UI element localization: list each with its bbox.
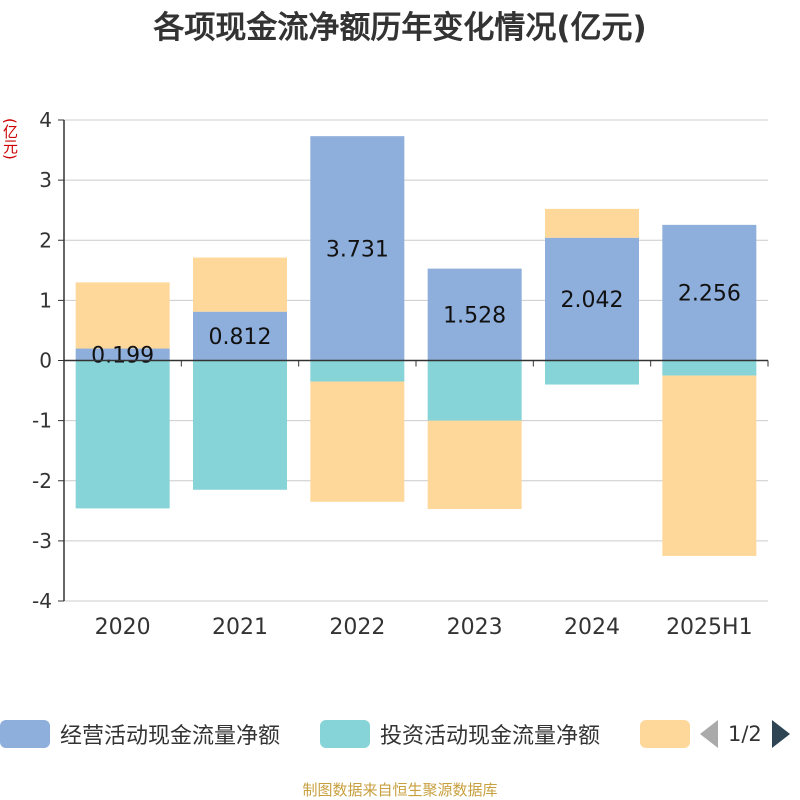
x-tick-label: 2023 [447, 615, 503, 640]
y-axis-unit: (亿元) [1, 118, 19, 160]
legend-item-financing[interactable] [640, 716, 700, 752]
y-tick-label: 4 [39, 108, 52, 132]
x-tick-label: 2025H1 [666, 615, 753, 640]
bar-1-1 [193, 360, 287, 490]
legend-label-investing: 投资活动现金流量净额 [380, 724, 601, 749]
bar-2-1 [193, 257, 287, 312]
legend: 经营活动现金流量净额 投资活动现金流量净额 1/2 [0, 716, 800, 752]
bar-0-1 [193, 311, 287, 361]
legend-swatch-financing [640, 720, 690, 748]
y-tick-label: 0 [39, 349, 52, 373]
data-source-note: 制图数据来自恒生聚源数据库 [302, 781, 498, 799]
bar-2-4 [545, 208, 639, 238]
y-tick-label: 1 [39, 288, 52, 312]
bar-0-2 [310, 136, 405, 361]
bar-2-3 [427, 420, 522, 510]
bar-1-4 [545, 360, 639, 385]
x-tick-label: 2024 [564, 615, 620, 640]
bar-1-2 [310, 360, 405, 382]
bar-0-5 [662, 224, 757, 361]
y-tick-label: -1 [32, 409, 52, 433]
legend-item-investing[interactable]: 投资活动现金流量净额 [320, 716, 600, 752]
bar-chart: 4 3 2 1 0 -1 -2 -3 -4 0.199 0.812 3.731 1.528 2.042 2.… [32, 108, 769, 640]
bar-1-5 [662, 360, 757, 376]
y-tick-label: -4 [32, 589, 52, 613]
data-label: 1.528 [443, 304, 506, 329]
y-tick-label: -2 [32, 469, 52, 493]
data-label: 2.256 [678, 282, 741, 307]
x-tick-label: 2020 [95, 615, 151, 640]
arrow-right-icon[interactable] [771, 720, 790, 748]
legend-pager: 1/2 [700, 716, 790, 752]
data-label: 3.731 [326, 237, 389, 262]
bar-1-0 [75, 360, 170, 509]
arrow-left-icon[interactable] [700, 720, 718, 748]
bar-2-5 [662, 375, 757, 556]
legend-page-indicator: 1/2 [728, 722, 762, 746]
bar-0-4 [545, 237, 639, 361]
data-label: 2.042 [561, 288, 624, 313]
bar-1-3 [427, 360, 522, 421]
bar-0-0 [75, 348, 170, 361]
data-label: 0.199 [91, 344, 154, 369]
x-tick-label: 2021 [212, 615, 268, 640]
bar-2-2 [310, 381, 405, 502]
data-label: 0.812 [209, 325, 272, 350]
bar-2-0 [75, 282, 170, 349]
legend-label-operating: 经营活动现金流量净额 [60, 724, 281, 749]
chart-title: 各项现金流净额历年变化情况(亿元) [153, 10, 647, 46]
y-tick-label: 2 [39, 228, 52, 252]
legend-swatch-investing [320, 720, 370, 748]
bar-0-3 [427, 268, 522, 361]
legend-item-operating[interactable]: 经营活动现金流量净额 [0, 716, 280, 752]
x-tick-label: 2022 [329, 615, 385, 640]
y-tick-label: 3 [39, 168, 52, 192]
legend-swatch-operating [0, 720, 50, 748]
y-tick-label: -3 [32, 529, 52, 553]
